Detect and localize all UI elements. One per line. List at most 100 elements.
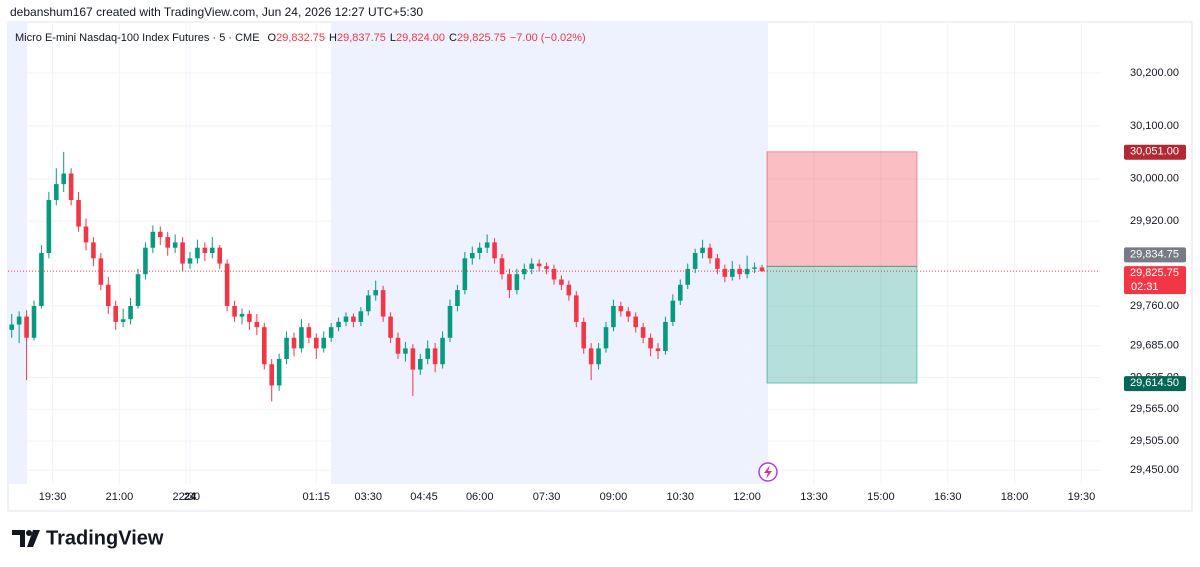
candle-body	[588, 348, 594, 365]
candle-body	[618, 305, 624, 312]
candle-body	[61, 173, 67, 185]
candle-body	[685, 268, 691, 285]
candle-body	[700, 247, 705, 253]
candle-body	[744, 268, 750, 275]
candle-body	[343, 316, 349, 322]
candle-body	[759, 267, 765, 272]
candle-body	[432, 348, 438, 365]
candle-body	[722, 268, 728, 277]
candle-body	[573, 295, 579, 322]
legend-key: H	[329, 32, 337, 44]
candle-body	[68, 173, 74, 201]
x-tick-label: 22:30	[173, 491, 201, 503]
candle-body	[313, 337, 319, 349]
candle-body	[373, 290, 379, 296]
legend-key: O	[267, 32, 277, 44]
legend-value: 29,832.75	[276, 32, 326, 44]
candle-body	[76, 200, 81, 227]
y-tick-label: 29,685.00	[1130, 340, 1179, 352]
candle-body	[663, 321, 668, 352]
candle-body	[603, 327, 609, 349]
candle-body	[113, 305, 119, 322]
legend-value: 29,824.00	[396, 32, 445, 44]
grid	[8, 22, 1100, 484]
candle-body	[128, 305, 133, 320]
x-tick-label: 24	[184, 491, 197, 503]
x-tick-label: 21:00	[106, 491, 134, 503]
candle-body	[120, 319, 126, 322]
legend-key: C	[448, 32, 457, 44]
price-tag	[1124, 247, 1186, 263]
candle-body	[172, 242, 178, 248]
candle-body	[507, 274, 512, 291]
candle-body	[247, 313, 252, 322]
y-tick-label: 29,505.00	[1130, 435, 1179, 447]
candle-body	[596, 348, 601, 365]
alert-icon	[758, 462, 778, 482]
symbol: Micro E-mini Nasdaq-100 Index Futures · …	[15, 32, 260, 44]
x-tick-label: 09:00	[600, 491, 628, 503]
candle-body	[276, 358, 282, 386]
candle-body	[715, 258, 720, 269]
candle-body	[239, 313, 245, 317]
candle-body	[380, 290, 386, 317]
candle-body	[551, 268, 557, 280]
target-zone	[766, 265, 918, 384]
candle-body	[195, 247, 200, 259]
candle-body	[53, 184, 59, 201]
candle-body	[16, 316, 22, 325]
candle-body	[499, 258, 505, 275]
candle-body	[328, 327, 334, 338]
x-tick-label: 03:30	[355, 491, 383, 503]
candle-body	[611, 305, 616, 328]
candle-body	[417, 358, 423, 370]
candle-body	[217, 247, 223, 264]
y-tick-label: 29,760.00	[1130, 300, 1179, 312]
candle-body	[209, 247, 215, 253]
candle-body	[180, 242, 185, 264]
x-tick-label: 19:30	[39, 491, 67, 503]
candle-body	[224, 263, 230, 306]
candle-body	[91, 242, 96, 259]
price-tag-label: 30,051.00	[1130, 146, 1179, 158]
x-tick-label: 12:00	[733, 491, 761, 503]
candle-body	[425, 348, 431, 359]
candle-body	[640, 327, 646, 338]
x-tick-label: 18:00	[1001, 491, 1029, 503]
session-shade	[8, 22, 27, 484]
candle-body	[559, 279, 564, 285]
candle-body	[358, 311, 364, 322]
brand-logo	[12, 530, 40, 547]
x-tick-label: 04:45	[410, 491, 438, 503]
candle-body	[254, 321, 260, 328]
candle-body	[633, 316, 639, 328]
candle-body	[566, 284, 572, 296]
candle-body	[269, 364, 275, 386]
x-tick-label: 06:00	[466, 491, 494, 503]
candle-body	[469, 253, 475, 259]
x-tick-label: 16:30	[934, 491, 962, 503]
price-tag	[1124, 144, 1186, 160]
candle-body	[648, 337, 653, 349]
candle-body	[284, 337, 289, 359]
ohlc-legend: Micro E-mini Nasdaq-100 Index Futures · …	[15, 32, 590, 44]
price-tag-label: 29,834.75	[1130, 248, 1179, 260]
x-tick-label: 10:30	[667, 491, 695, 503]
candle-body	[351, 316, 356, 322]
candle-body	[291, 337, 297, 349]
candle-body	[9, 324, 15, 330]
y-tick-label: 29,920.00	[1130, 215, 1179, 227]
candle-body	[655, 348, 661, 352]
candle-body	[462, 258, 468, 291]
candle-body	[135, 274, 141, 306]
price-tag-label: 29,825.75	[1130, 267, 1179, 279]
candle-body	[388, 316, 393, 338]
candle-body	[105, 284, 111, 306]
x-tick-label: 15:00	[867, 491, 895, 503]
candle-body	[98, 258, 104, 285]
plot	[8, 151, 1100, 402]
x-tick-label: 07:30	[533, 491, 561, 503]
candle-body	[165, 237, 171, 248]
candle-body	[670, 300, 676, 322]
